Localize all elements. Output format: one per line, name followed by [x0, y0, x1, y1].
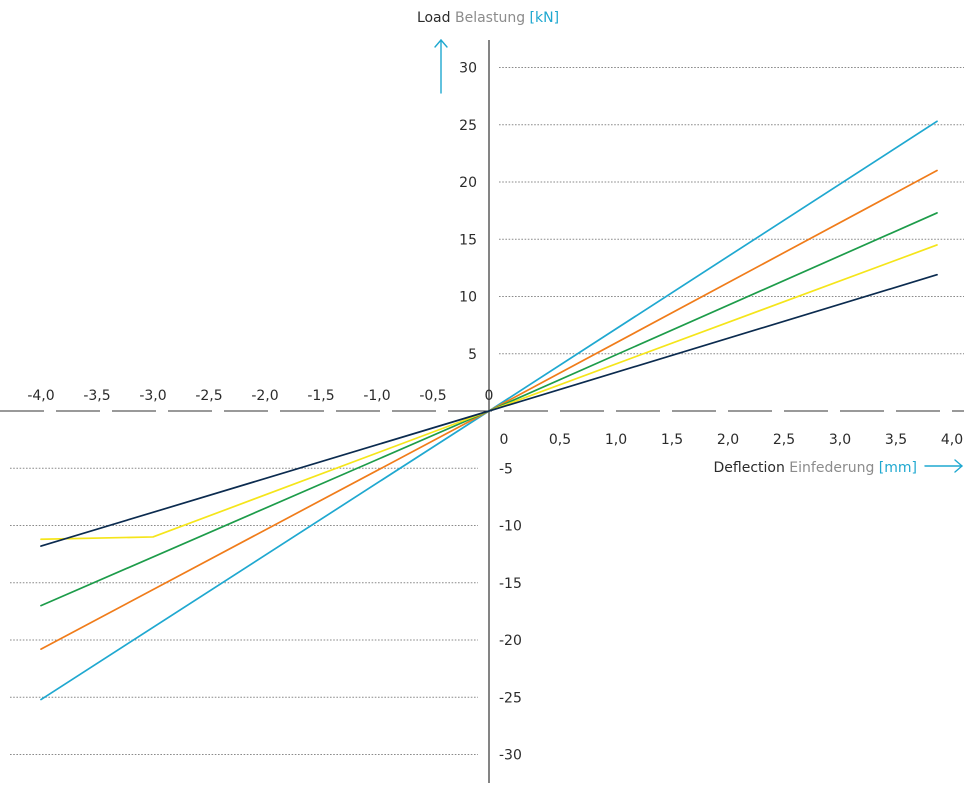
- x-tick-label-left: -4,0: [27, 388, 54, 404]
- series-line-5: [40, 273, 938, 547]
- x-tick-label-right: 3,5: [885, 432, 907, 448]
- y-tick-label-positive: 15: [459, 232, 477, 248]
- title-layer: Load Belastung [kN] Deflection Einfederun…: [417, 10, 963, 476]
- y-axis-title-primary: Load: [417, 10, 451, 26]
- grid-layer: [10, 67, 964, 755]
- y-tick-label-negative: -10: [499, 519, 522, 535]
- series-layer: [40, 120, 938, 701]
- x-tick-label-left: 0: [485, 388, 494, 404]
- series-line-4: [40, 244, 938, 541]
- y-tick-label-negative: -5: [499, 461, 513, 477]
- x-tick-label-left: -0,5: [419, 388, 446, 404]
- y-tick-label-negative: -30: [499, 748, 522, 764]
- y-axis-title-unit: [kN]: [530, 10, 560, 26]
- x-axis-title-unit: [mm]: [879, 460, 917, 476]
- x-axis-title-primary: Deflection: [714, 460, 785, 476]
- y-tick-label-negative: -25: [499, 690, 522, 706]
- x-axis-title-secondary: Einfederung: [789, 460, 874, 476]
- x-tick-label-left: -3,0: [139, 388, 166, 404]
- x-tick-label-right: 3,0: [829, 432, 851, 448]
- y-tick-label-positive: 10: [459, 290, 477, 306]
- x-tick-label-left: -2,5: [195, 388, 222, 404]
- up-arrow-icon: [434, 39, 448, 94]
- y-tick-label-positive: 30: [459, 61, 477, 77]
- x-tick-label-right: 2,5: [773, 432, 795, 448]
- y-axis-title-secondary: Belastung: [455, 10, 525, 26]
- x-tick-label-left: -1,0: [363, 388, 390, 404]
- x-tick-label-right: 2,0: [717, 432, 739, 448]
- tick-layer: -4,0 -3,5 -3,0 -2,5 -2,0 -1,5 -1,0 -0,5 0 0 0,5 1,0…: [27, 61, 963, 764]
- x-tick-label-right: 1,5: [661, 432, 683, 448]
- y-tick-label-positive: 5: [468, 347, 477, 363]
- x-tick-label-right: 1,0: [605, 432, 627, 448]
- right-arrow-icon: [924, 459, 963, 473]
- y-tick-label-positive: 25: [459, 118, 477, 134]
- x-tick-label-left: -3,5: [83, 388, 110, 404]
- x-tick-label-right: 0,5: [549, 432, 571, 448]
- y-tick-label-negative: -15: [499, 576, 522, 592]
- x-tick-label-right: 0: [500, 432, 509, 448]
- y-tick-label-positive: 20: [459, 175, 477, 191]
- y-tick-label-negative: -20: [499, 633, 522, 649]
- axes-layer: [0, 40, 964, 783]
- x-tick-label-right: 4,0: [941, 432, 963, 448]
- x-tick-label-left: -2,0: [251, 388, 278, 404]
- y-axis-title: Load Belastung [kN]: [417, 10, 559, 26]
- x-axis-title: Deflection Einfederung [mm]: [714, 460, 918, 476]
- x-tick-label-left: -1,5: [307, 388, 334, 404]
